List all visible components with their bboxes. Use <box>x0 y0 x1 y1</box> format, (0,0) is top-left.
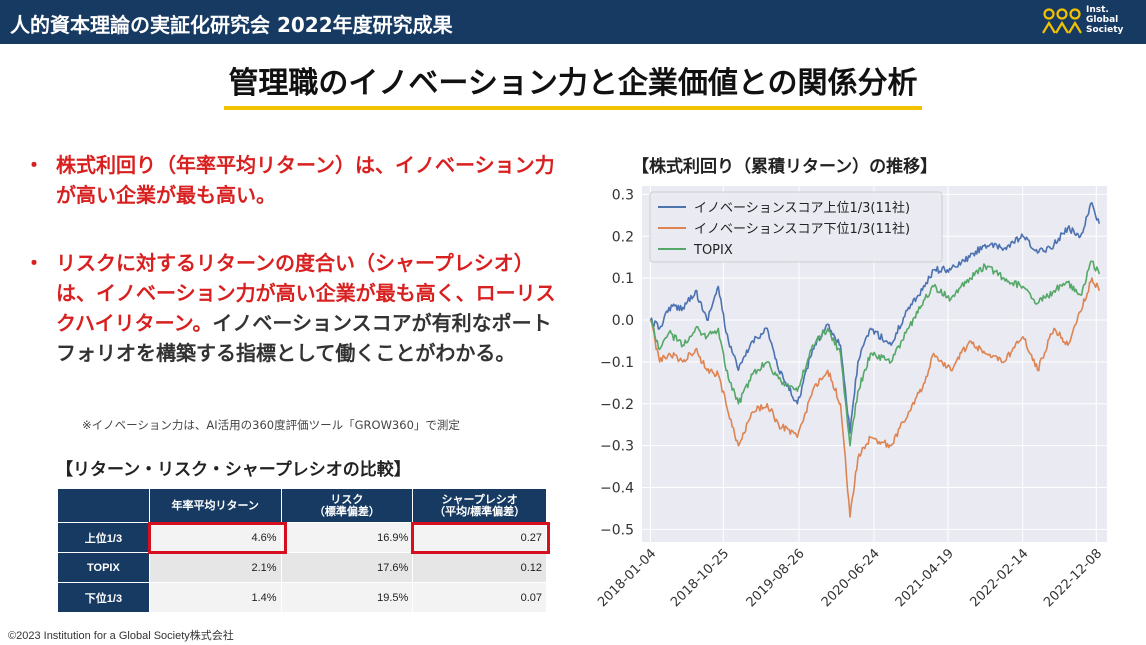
y-tick-label: 0.3 <box>612 187 634 203</box>
y-tick-label: 0.1 <box>612 271 634 287</box>
series-line <box>649 260 1101 447</box>
x-tick-label: 2020-06-24 <box>819 546 883 610</box>
row-label: 上位1/3 <box>57 522 150 553</box>
y-tick-label: −0.1 <box>600 355 634 371</box>
row-label: TOPIX <box>57 552 150 583</box>
legend-label: イノベーションスコア下位1/3(11社) <box>694 221 910 237</box>
legend-label: イノベーションスコア上位1/3(11社) <box>694 200 910 216</box>
x-tick-label: 2021-04-19 <box>893 546 957 610</box>
x-tick-label: 2022-02-14 <box>968 546 1032 610</box>
chart-title: 【株式利回り（累積リターン）の推移】 <box>632 157 938 177</box>
highlight-box-return <box>148 522 287 554</box>
x-tick-label: 2019-08-26 <box>744 546 808 610</box>
cumulative-return-chart: −0.5 −0.4 −0.3 −0.2 −0.1 0.0 0.1 0.2 0.3 2018-01-… <box>595 186 1107 610</box>
measurement-note: ※イノベーション力は、AI活用の360度評価ツール「GROW360」で測定 <box>82 418 460 432</box>
bullet-2-red-text: リスクに対するリターンの度合い（シャープレシオ）は、イノベーション力が高い企業が… <box>56 251 556 335</box>
risk-cell: 16.9% <box>280 522 414 553</box>
header-risk-line2: （標準偏差） <box>313 505 380 518</box>
bullet-marker: ・ <box>24 153 44 177</box>
logo-text: Inst. Global Society <box>1086 5 1123 35</box>
table-title: 【リターン・リスク・シャープレシオの比較】 <box>56 460 411 480</box>
main-title-text: 管理職のイノベーション力と企業価値との関係分析 <box>224 58 922 110</box>
logo-line-1: Inst. <box>1086 5 1109 15</box>
x-tick-label: 2018-10-25 <box>668 546 732 610</box>
y-tick-label: 0.2 <box>612 229 634 245</box>
logo-line-2: Global <box>1086 15 1119 25</box>
header-sharpe-line1: シャープレシオ <box>441 493 518 506</box>
header-blank <box>57 488 150 523</box>
logo: Inst. Global Society <box>1042 4 1138 40</box>
table-row: TOPIX 2.1% 17.6% 0.12 <box>57 552 547 583</box>
y-tick-label: −0.4 <box>600 481 634 497</box>
logo-line-3: Society <box>1086 25 1124 35</box>
bullet-2: ・ リスクに対するリターンの度合い（シャープレシオ）は、イノベーション力が高い企… <box>24 248 564 400</box>
legend-box <box>649 191 943 263</box>
header-risk-line1: リスク <box>330 493 364 506</box>
copyright: ©2023 Institution for a Global Society株式… <box>8 630 234 642</box>
bullet-2-dark-text: イノベーションスコアが有利なポートフォリオを構築する指標として働くことがわかる。 <box>56 311 552 365</box>
header-risk: リスク （標準偏差） <box>280 488 414 523</box>
return-cell: 1.4% <box>148 582 282 613</box>
bullet-1-text: 株式利回り（年率平均リターン）は、イノベーション力が高い企業が最も高い。 <box>56 150 556 210</box>
risk-cell: 17.6% <box>280 552 414 583</box>
series-line <box>649 277 1101 518</box>
header-sharpe-line2: （平均/標準偏差） <box>434 505 526 518</box>
bullet-1-red-text: 株式利回り（年率平均リターン）は、イノベーション力が高い企業が最も高い。 <box>56 153 555 207</box>
header-title: 人的資本理論の実証化研究会 2022年度研究成果 <box>10 13 453 37</box>
y-tick-label: −0.5 <box>600 522 634 538</box>
y-tick-label: −0.2 <box>600 397 634 413</box>
risk-cell: 19.5% <box>280 582 414 613</box>
bullet-1: ・ 株式利回り（年率平均リターン）は、イノベーション力が高い企業が最も高い。 <box>24 150 564 212</box>
bullet-2-text: リスクに対するリターンの度合い（シャープレシオ）は、イノベーション力が高い企業が… <box>56 248 556 368</box>
row-label: 下位1/3 <box>57 582 150 613</box>
sharpe-cell: 0.07 <box>412 582 547 613</box>
series-line <box>649 202 1101 434</box>
header-sharpe: シャープレシオ （平均/標準偏差） <box>412 488 547 523</box>
bullet-marker: ・ <box>24 251 44 275</box>
comparison-table: 年率平均リターン リスク （標準偏差） シャープレシオ （平均/標準偏差） 上位1/… <box>57 488 547 613</box>
y-tick-label: −0.3 <box>600 439 634 455</box>
legend-label: TOPIX <box>693 243 733 258</box>
three-figures-icon <box>1042 8 1082 34</box>
table-header-row: 年率平均リターン リスク （標準偏差） シャープレシオ （平均/標準偏差） <box>57 488 547 523</box>
header-return: 年率平均リターン <box>148 488 282 523</box>
return-cell: 2.1% <box>148 552 282 583</box>
header-bar: 人的資本理論の実証化研究会 2022年度研究成果 Inst. Global So… <box>0 0 1146 44</box>
sharpe-cell: 0.12 <box>412 552 547 583</box>
main-title: 管理職のイノベーション力と企業価値との関係分析 <box>0 58 1146 110</box>
x-tick-label: 2022-12-08 <box>1041 546 1105 610</box>
y-tick-label: 0.0 <box>612 313 634 329</box>
x-tick-label: 2018-01-04 <box>595 546 659 610</box>
table-row: 下位1/3 1.4% 19.5% 0.07 <box>57 582 547 613</box>
highlight-box-sharpe <box>411 522 550 554</box>
